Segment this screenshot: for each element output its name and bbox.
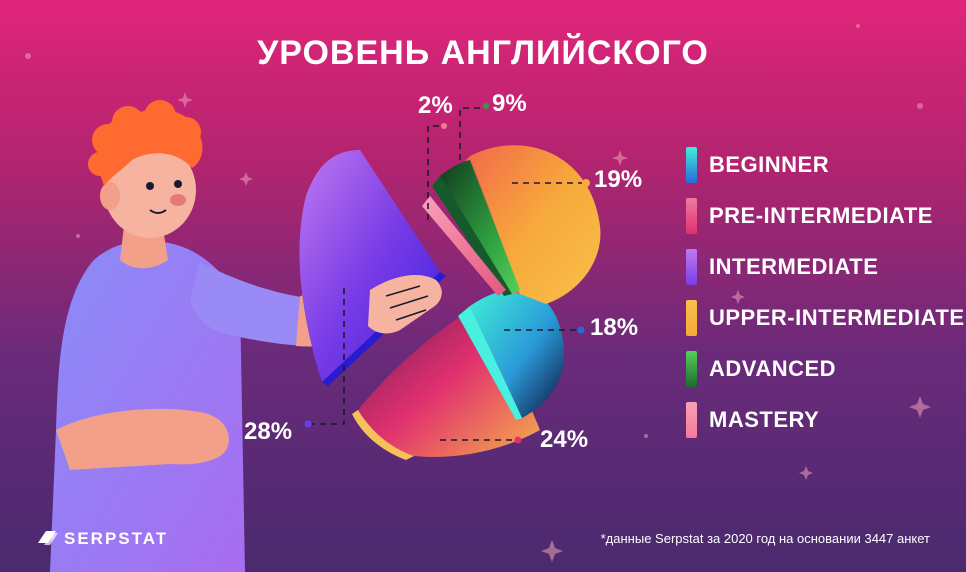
legend-swatch-intermediate bbox=[686, 249, 697, 285]
value-label-intermediate: 28% bbox=[244, 418, 293, 445]
legend-label: UPPER-INTERMEDIATE bbox=[709, 305, 965, 330]
legend-label: INTERMEDIATE bbox=[709, 254, 879, 279]
leader-dots bbox=[304, 103, 590, 444]
legend-label: ADVANCED bbox=[709, 356, 837, 381]
legend-item-upper-intermediate: UPPER-INTERMEDIATE bbox=[686, 300, 965, 336]
serpstat-logo-icon bbox=[38, 531, 58, 545]
legend-item-intermediate: INTERMEDIATE bbox=[686, 249, 965, 285]
legend-item-mastery: MASTERY bbox=[686, 402, 965, 438]
legend-swatch-advanced bbox=[686, 351, 697, 387]
pie-slice-advanced bbox=[440, 160, 520, 294]
footnote: *данные Serpstat за 2020 год на основани… bbox=[600, 531, 930, 546]
legend-swatch-beginner bbox=[686, 147, 697, 183]
legend-swatch-pre-intermediate bbox=[686, 198, 697, 234]
legend-swatch-upper-intermediate bbox=[686, 300, 697, 336]
pie-slice-upper-intermediate bbox=[470, 145, 601, 304]
pie-slice-intermediate bbox=[299, 150, 440, 382]
pie-slice-beginner bbox=[470, 289, 565, 418]
value-label-mastery: 2% bbox=[418, 92, 453, 119]
chart-title: УРОВЕНЬ АНГЛИЙСКОГО bbox=[257, 34, 709, 72]
sparkles bbox=[25, 24, 931, 562]
legend-item-pre-intermediate: PRE-INTERMEDIATE bbox=[686, 198, 965, 234]
legend: BEGINNER PRE-INTERMEDIATE INTERMEDIATE U… bbox=[686, 147, 965, 454]
legend-item-advanced: ADVANCED bbox=[686, 351, 965, 387]
logo-text: SERPSTAT bbox=[64, 529, 169, 548]
legend-label: MASTERY bbox=[709, 407, 820, 432]
legend-label: PRE-INTERMEDIATE bbox=[709, 203, 933, 228]
value-label-beginner: 18% bbox=[590, 314, 639, 341]
pie-slice-mastery bbox=[422, 196, 506, 296]
leader-lines bbox=[310, 107, 582, 441]
value-label-pre-intermediate: 24% bbox=[540, 426, 589, 453]
legend-label: BEGINNER bbox=[709, 152, 830, 177]
serpstat-logo: SERPSTAT bbox=[38, 529, 168, 549]
value-label-advanced: 9% bbox=[492, 90, 527, 117]
legend-item-beginner: BEGINNER bbox=[686, 147, 965, 183]
legend-swatch-mastery bbox=[686, 402, 697, 438]
value-label-upper-intermediate: 19% bbox=[594, 166, 643, 193]
pie-chart bbox=[299, 145, 601, 460]
